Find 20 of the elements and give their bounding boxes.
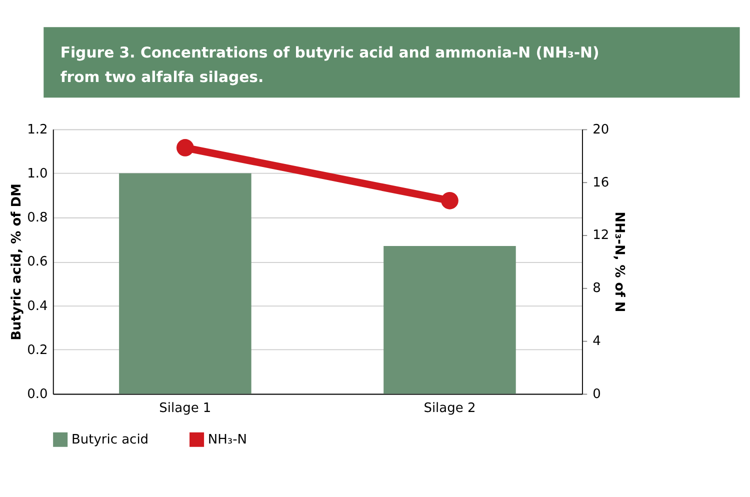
y-tick-label: 1.2 [27, 122, 48, 138]
y-tick-label: 0.6 [27, 254, 48, 270]
y2-tick-label: 16 [592, 175, 610, 190]
y-tick-label: 0.0 [27, 386, 48, 402]
y2-tick-label: 0 [592, 386, 601, 402]
y2-tick-label: 12 [592, 228, 610, 244]
y2-tick-label: 8 [592, 281, 601, 296]
x-tick-label: Silage 2 [424, 400, 476, 416]
y-tick-label: 0.8 [27, 210, 48, 226]
y2-axis-title: NH₃-N, % of N [612, 212, 627, 312]
y-tick-label: 1.0 [27, 166, 48, 182]
chart-title: Figure 3. Concentrations of butyric acid and ammonia-N (NH₃-N) from two alfalfa silages. [60, 44, 600, 86]
y2-tick-label: 20 [592, 122, 610, 138]
x-tick-label: Silage 1 [159, 400, 212, 416]
y2-tick-label: 4 [592, 334, 601, 350]
y-tick-label: 0.2 [27, 342, 48, 358]
y-tick-label: 0.4 [27, 298, 48, 314]
legend-label: Butyric acid [71, 432, 149, 448]
y-axis-title: Butyric acid, % of DM [10, 184, 25, 340]
legend-label: NH₃-N [208, 432, 248, 448]
